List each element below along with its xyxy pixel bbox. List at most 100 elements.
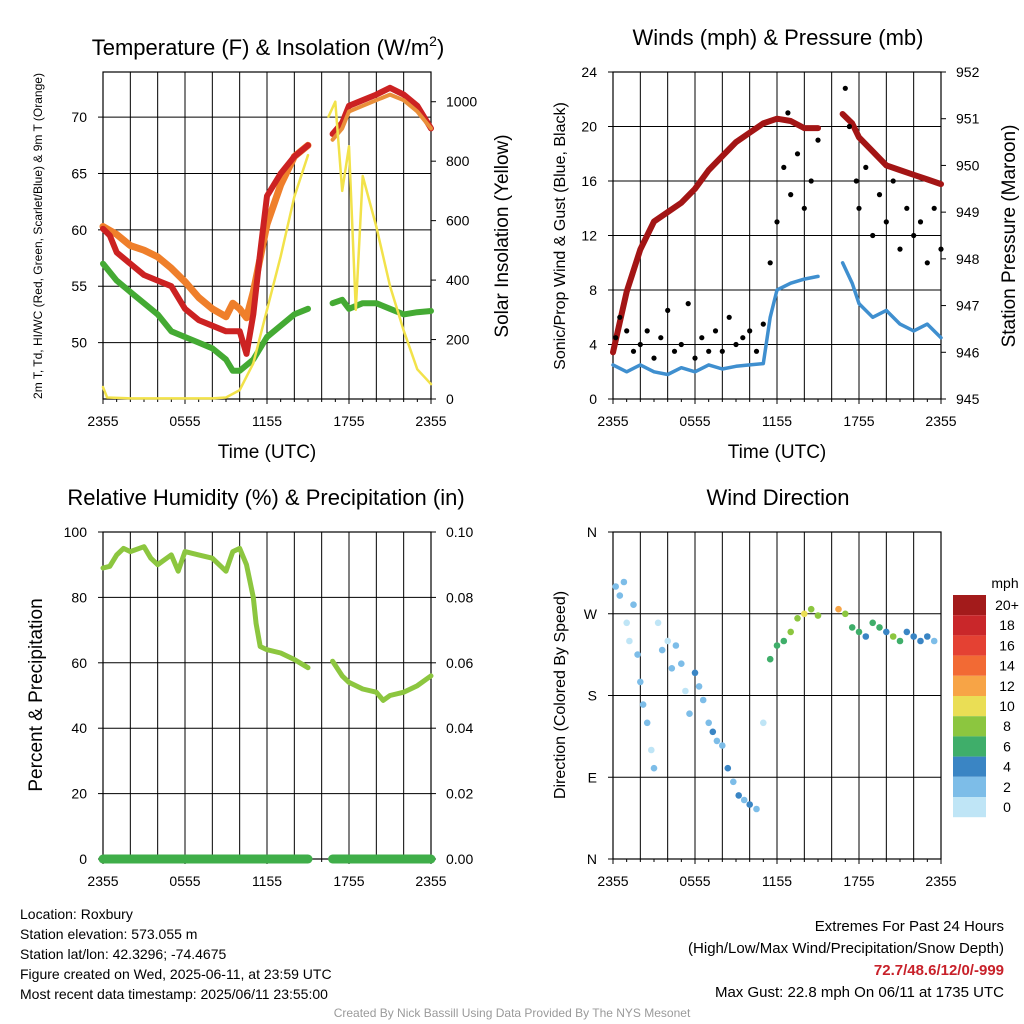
gust-point [637,341,643,348]
series-temperature-line [329,84,434,137]
y-tick-label-right: 0.04 [446,720,473,736]
gust-point [842,85,848,91]
x-tick-label: 1155 [252,413,282,429]
gust-point [863,164,869,170]
direction-point [848,624,856,631]
gust-point [753,348,760,354]
direction-point [724,764,732,772]
x-tick-label: 1755 [333,873,364,889]
series-wind_speed-line [611,274,820,377]
y-tick-label: 4 [589,337,597,353]
y-tick-label: 40 [71,720,87,736]
direction-point [801,610,808,618]
gust-point [719,348,725,354]
direction-point [620,578,628,586]
x-axis-label: Time (UTC) [728,442,827,463]
x-tick-label: 1755 [843,873,874,889]
y-tick-label: 100 [64,524,88,540]
y-tick-label: 60 [71,655,87,671]
gust-point [924,260,930,266]
series-temperature-line [100,142,311,357]
legend-swatch [953,756,986,777]
legend-label: 4 [1003,759,1011,775]
x-tick-label: 2355 [87,413,118,429]
gust-point [876,192,883,198]
direction-point [639,701,647,708]
legend-swatch [953,615,986,636]
y-tick-label: 55 [71,278,87,294]
direction-point [658,646,666,654]
gust-point [747,328,753,334]
y-tick-label-right: 0 [446,391,454,407]
y-axis-label-left: Direction (Colored By Speed) [552,591,569,799]
x-tick-label: 2355 [925,873,956,889]
series-pressure-line [839,111,944,188]
direction-point [760,719,767,727]
series-rh-line [100,544,311,671]
y-tick-label: W [584,606,598,622]
y-tick-label-right: 0.06 [446,655,473,671]
gust-point [630,348,637,354]
gust-point [644,328,650,334]
extremes-values: 72.7/48.6/12/0/-999 [873,962,1004,979]
y-tick-label: 20 [581,119,597,135]
gust-point [801,205,807,211]
direction-point [876,624,883,631]
gust-point [788,192,794,198]
y-tick-label-right: 0.00 [446,851,473,867]
y-axis-label-left: Percent & Precipitation [26,598,47,791]
series-nine_m-line [99,141,312,322]
chart-title: Relative Humidity (%) & Precipitation (i… [67,485,464,510]
direction-point [787,628,794,636]
x-tick-label: 1755 [843,413,874,429]
legend-label: 14 [999,658,1015,674]
y-tick-label-right: 1000 [446,94,477,110]
legend-swatch [953,635,986,656]
direction-point [924,633,931,640]
gust-point [712,328,719,334]
direction-point [686,710,693,717]
gust-point [699,335,705,341]
y-axis-label-left: 2m T, Td, HI/WC (Red, Green, Scarlet/Blu… [31,73,45,399]
gust-point [613,335,619,341]
gust-point [911,232,917,239]
max-gust-text: Max Gust: 22.8 mph On 06/11 at 1735 UTC [714,984,1004,1001]
y-tick-label: 70 [71,109,87,125]
legend-swatch [953,716,986,737]
direction-point [883,628,890,636]
y-tick-label-right: 950 [956,157,980,173]
direction-point [664,637,671,645]
legend-swatch [953,736,986,757]
series-rh-line [330,658,434,703]
direction-point [634,651,641,658]
direction-point [735,792,742,799]
legend-title: mph [991,575,1018,591]
gust-point [665,307,671,313]
gust-point [853,178,859,184]
direction-point [794,615,801,622]
y-tick-label: 12 [581,228,597,244]
y-axis-label-right: Solar Insolation (Yellow) [492,134,513,337]
gust-point [794,151,801,157]
y-tick-label-right: 949 [956,204,980,220]
x-tick-label: 1155 [252,873,282,889]
direction-point [630,601,637,608]
y-tick-label-right: 0.10 [446,524,473,540]
gust-point [726,314,732,320]
gust-point [767,260,773,266]
gust-point [678,341,684,348]
x-tick-label: 1155 [762,413,792,429]
recent-data-text: Most recent data timestamp: 2025/06/11 2… [20,986,328,1002]
x-tick-label: 0555 [169,873,200,889]
panel-4: 2355 0555 1155 1755 2355 Wind Direction N E S W N D… [552,485,957,889]
gust-point [685,301,691,307]
series-solar-line [327,100,433,386]
direction-point [650,764,658,772]
gust-point [808,178,814,184]
y-axis-label-left: Sonic/Prop Wind & Gust (Blue, Black) [552,102,569,370]
gust-point [897,246,903,252]
direction-point [855,628,863,636]
direction-point [889,633,897,640]
y-tick-label: 65 [71,165,87,181]
y-tick-label-right: 600 [446,213,470,229]
